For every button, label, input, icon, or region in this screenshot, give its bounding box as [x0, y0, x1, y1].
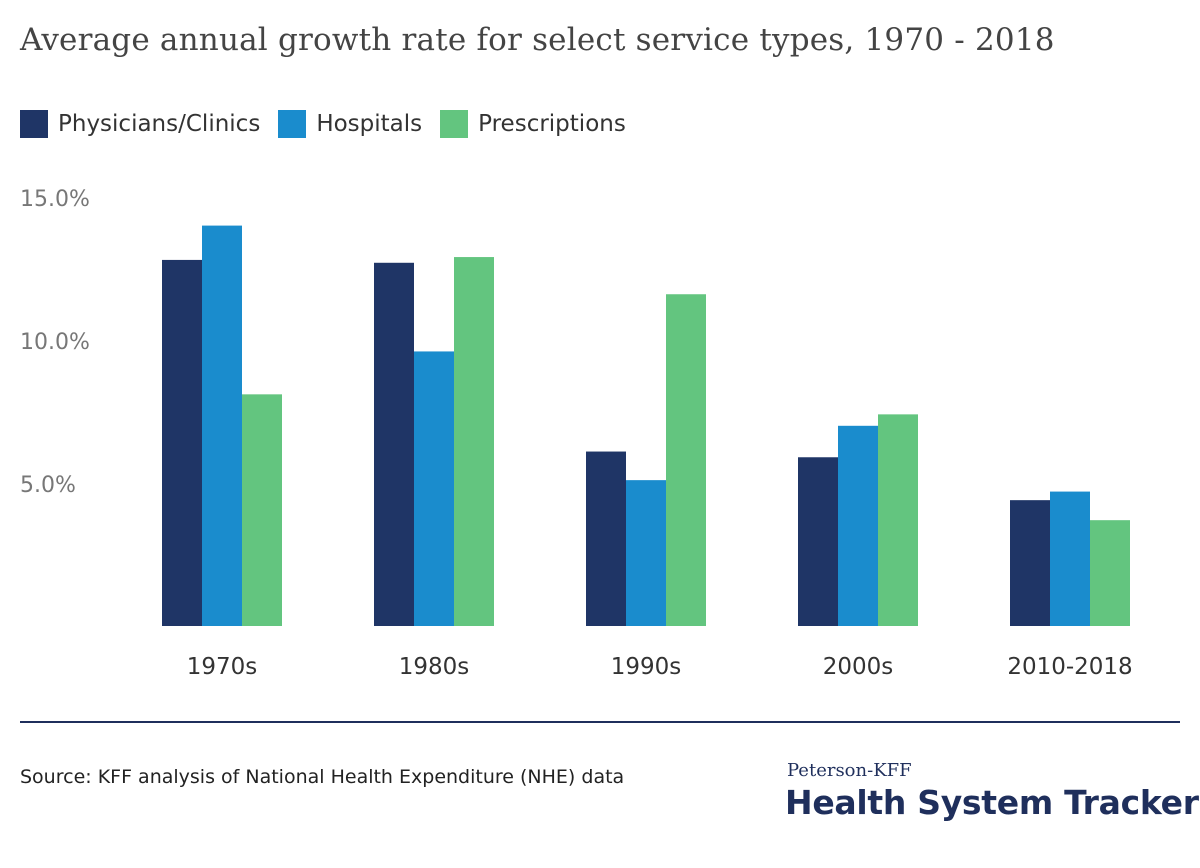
- chart-title: Average annual growth rate for select se…: [20, 22, 1055, 58]
- y-tick-label: 15.0%: [20, 187, 90, 212]
- x-tick-label: 1990s: [611, 654, 682, 680]
- footer-divider: [20, 721, 1180, 723]
- bar-hospitals-1980s: [414, 351, 454, 626]
- bar-hospitals-2000s: [838, 425, 878, 626]
- legend-swatch-physicians: [20, 110, 48, 138]
- bar-hospitals-2010-2018: [1050, 491, 1090, 626]
- bar-prescriptions-1990s: [666, 294, 706, 626]
- bar-hospitals-1990s: [626, 480, 666, 626]
- y-tick-label: 5.0%: [20, 473, 76, 498]
- legend-label-hospitals: Hospitals: [316, 111, 423, 137]
- bar-prescriptions-2010-2018: [1090, 520, 1130, 626]
- bar-prescriptions-1980s: [454, 257, 494, 626]
- brand-logo-main: Health System Tracker: [785, 783, 1199, 822]
- brand-logo-top: Peterson-KFF: [787, 760, 912, 781]
- legend-swatch-prescriptions: [440, 110, 469, 138]
- bar-prescriptions-2000s: [878, 414, 918, 626]
- legend-label-physicians: Physicians/Clinics: [58, 111, 261, 137]
- source-note: Source: KFF analysis of National Health …: [20, 766, 625, 788]
- legend-item-prescriptions: Prescriptions: [440, 110, 626, 138]
- bar-physicians-clinics-2000s: [798, 457, 838, 626]
- legend-label-prescriptions: Prescriptions: [478, 111, 626, 137]
- legend: Physicians/Clinics Hospitals Prescriptio…: [20, 110, 644, 138]
- bar-hospitals-1970s: [202, 225, 242, 626]
- bar-physicians-clinics-1970s: [162, 259, 202, 626]
- legend-swatch-hospitals: [278, 110, 307, 138]
- x-tick-label: 1970s: [187, 654, 258, 680]
- bar-physicians-clinics-1980s: [374, 262, 414, 626]
- x-tick-label: 2010-2018: [1007, 654, 1132, 680]
- y-tick-label: 10.0%: [20, 330, 90, 355]
- bar-physicians-clinics-1990s: [586, 451, 626, 626]
- legend-item-hospitals: Hospitals: [278, 110, 422, 138]
- bar-physicians-clinics-2010-2018: [1010, 500, 1050, 626]
- bar-prescriptions-1970s: [242, 394, 282, 626]
- legend-item-physicians: Physicians/Clinics: [20, 110, 260, 138]
- x-tick-label: 2000s: [823, 654, 894, 680]
- x-tick-label: 1980s: [399, 654, 470, 680]
- bar-chart: 5.0% 10.0% 15.0% 1970s 1980s 1990s 2000s 2010-2…: [20, 187, 1133, 680]
